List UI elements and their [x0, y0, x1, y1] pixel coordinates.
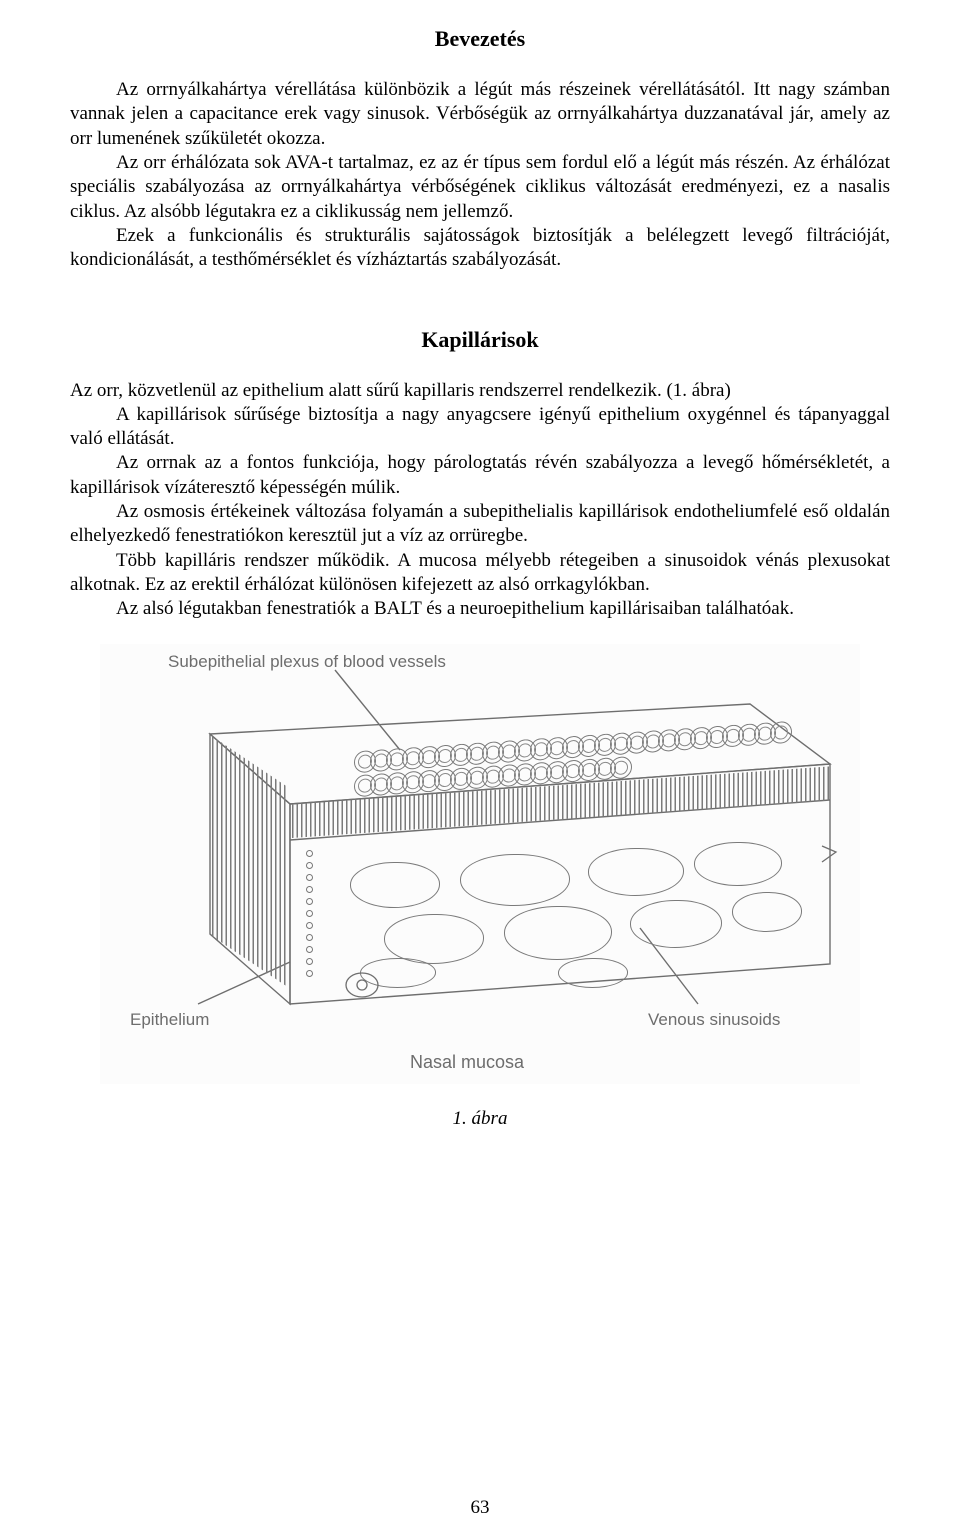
droplets [306, 850, 313, 982]
kap-para-1: Az orr, közvetlenül az epithelium alatt … [70, 379, 890, 403]
kap-para-6: Az alsó légutakban fenestratiók a BALT é… [70, 597, 890, 621]
kap-para-3: Az orrnak az a fontos funkciója, hogy pá… [70, 451, 890, 500]
venous-sinusoids [330, 848, 820, 988]
small-cell [342, 970, 382, 1000]
document-page: Bevezetés Az orrnyálkahártya vérellátása… [0, 0, 960, 1537]
heading-kapillarisok: Kapillárisok [70, 327, 890, 353]
kap-para-5: Több kapilláris rendszer működik. A muco… [70, 549, 890, 598]
figure-1: Subepithelial plexus of blood vessels Ep… [100, 644, 860, 1130]
heading-bevezetes: Bevezetés [70, 26, 890, 52]
intro-para-1a: Az orrnyálkahártya vérellátása különbözi… [70, 78, 890, 151]
intro-para-1b: Az orr érhálózata sok AVA-t tartalmaz, e… [70, 151, 890, 224]
page-number: 63 [0, 1497, 960, 1519]
figure-caption: 1. ábra [100, 1108, 860, 1130]
figure-canvas: Subepithelial plexus of blood vessels Ep… [100, 644, 860, 1084]
edge-arrow [820, 844, 840, 864]
intro-para-1c: Ezek a funkcionális és strukturális sajá… [70, 224, 890, 273]
kap-para-4: Az osmosis értékeinek változása folyamán… [70, 500, 890, 549]
kap-para-2: A kapillárisok sűrűsége biztosítja a nag… [70, 403, 890, 452]
